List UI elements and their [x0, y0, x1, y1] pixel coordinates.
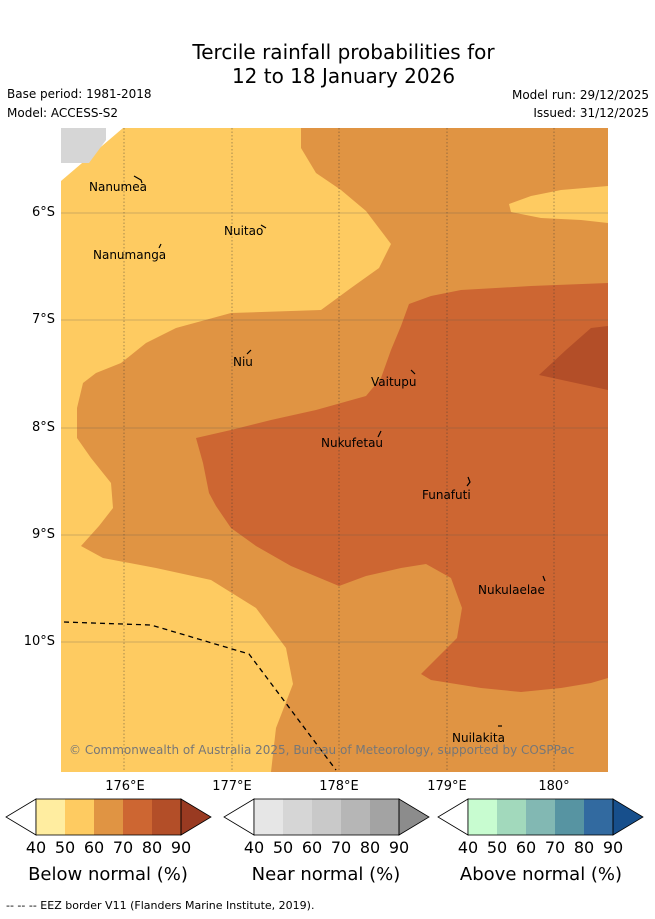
- near-swatch-40-50: [254, 799, 283, 835]
- eez-line-sample: -- --: [6, 899, 26, 912]
- near-tick-40: 40: [244, 838, 264, 857]
- lon-label-179e: 179°E: [427, 779, 467, 794]
- above-swatch-60-70: [526, 799, 555, 835]
- lat-label-10s: 10°S: [23, 634, 55, 649]
- lat-label-6s: 6°S: [31, 205, 55, 220]
- island-nukulaelae: [542, 575, 546, 582]
- below-tick-80: 80: [142, 838, 162, 857]
- near-normal-label: Near normal (%): [252, 864, 401, 885]
- below-80-90-region: [539, 326, 608, 390]
- above-normal-label: Above normal (%): [460, 864, 622, 885]
- base-period: Base period: 1981-2018: [7, 87, 152, 101]
- below-swatch-40-50: [36, 799, 65, 835]
- above-tick-50: 50: [487, 838, 507, 857]
- above-min-triangle: [437, 798, 469, 836]
- near-normal-corner: [61, 128, 106, 163]
- below-min-triangle: [5, 798, 37, 836]
- place-nanumanga: Nanumanga: [93, 248, 166, 262]
- lon-label-180: 180°: [538, 779, 570, 794]
- near-tick-60: 60: [302, 838, 322, 857]
- latitude-lines: [61, 212, 608, 643]
- legend-below-normal: 40 50 60 70 80 90 Below normal (%): [5, 798, 212, 885]
- above-tick-80: 80: [574, 838, 594, 857]
- near-tick-50: 50: [273, 838, 293, 857]
- title-line-1: Tercile rainfall probabilities for: [192, 40, 495, 64]
- model-name: Model: ACCESS-S2: [7, 106, 119, 120]
- legend-near-normal: 40 50 60 70 80 90 Near normal (%): [223, 798, 430, 885]
- lat-label-7s: 7°S: [31, 312, 55, 327]
- place-niu: Niu: [233, 355, 253, 369]
- near-swatch-60-70: [312, 799, 341, 835]
- place-vaitupu: Vaitupu: [371, 375, 417, 389]
- below-50-60-patch: [509, 186, 608, 223]
- model-run: Model run: 29/12/2025: [511, 88, 649, 102]
- legend-colorbars: 40 50 60 70 80 90 Below normal (%) 40 50…: [5, 798, 644, 885]
- below-swatch-60-70: [94, 799, 123, 835]
- above-swatch-50-60: [497, 799, 526, 835]
- place-funafuti: Funafuti: [422, 488, 471, 502]
- legend-above-normal: 40 50 60 70 80 90 Above normal (%): [437, 798, 644, 885]
- near-swatch-50-60: [283, 799, 312, 835]
- probability-map: Nanumea Nuitao Nanumanga Niu Vaitupu Nuk…: [61, 128, 608, 772]
- place-nuitao: Nuitao: [224, 224, 263, 238]
- near-tick-90: 90: [389, 838, 409, 857]
- below-swatch-50-60: [65, 799, 94, 835]
- near-tick-70: 70: [331, 838, 351, 857]
- below-swatch-70-80: [123, 799, 152, 835]
- island-nanumea: [133, 175, 143, 184]
- near-swatch-70-80: [341, 799, 370, 835]
- graticule: [123, 128, 555, 772]
- near-min-triangle: [223, 798, 255, 836]
- above-tick-70: 70: [545, 838, 565, 857]
- lon-label-176e: 176°E: [105, 779, 145, 794]
- island-nukufetau: [377, 430, 382, 438]
- title-line-2: 12 to 18 January 2026: [231, 64, 456, 88]
- eez-footnote: -- -- -- EEZ border V11 (Flanders Marine…: [6, 899, 314, 912]
- below-tick-70: 70: [113, 838, 133, 857]
- below-tick-60: 60: [84, 838, 104, 857]
- below-70-80-region: [196, 283, 608, 692]
- below-max-triangle: [180, 798, 212, 836]
- island-niu: [246, 349, 252, 355]
- below-tick-50: 50: [55, 838, 75, 857]
- near-tick-80: 80: [360, 838, 380, 857]
- eez-border: [63, 621, 337, 771]
- near-max-triangle: [398, 798, 430, 836]
- lon-label-178e: 178°E: [319, 779, 359, 794]
- above-tick-40: 40: [458, 838, 478, 857]
- copyright-notice: © Commonwealth of Australia 2025, Bureau…: [69, 743, 574, 757]
- below-tick-40: 40: [26, 838, 46, 857]
- place-nukulaelae: Nukulaelae: [478, 583, 545, 597]
- island-outlines: [133, 175, 546, 727]
- above-tick-60: 60: [516, 838, 536, 857]
- near-swatch-80-90: [370, 799, 399, 835]
- island-nanumanga: [158, 243, 162, 249]
- map-title: Tercile rainfall probabilities for 12 to…: [0, 40, 655, 88]
- issued-date: Issued: 31/12/2025: [533, 106, 649, 120]
- place-nuilakita: Nuilakita: [452, 731, 505, 745]
- place-nanumea: Nanumea: [89, 180, 147, 194]
- lon-label-177e: 177°E: [212, 779, 252, 794]
- below-tick-90: 90: [171, 838, 191, 857]
- above-max-triangle: [612, 798, 644, 836]
- island-nuitao: [260, 224, 267, 229]
- place-nukufetau: Nukufetau: [321, 436, 383, 450]
- island-vaitupu: [410, 369, 416, 375]
- below-swatch-80-90: [152, 799, 181, 835]
- above-swatch-70-80: [555, 799, 584, 835]
- above-swatch-40-50: [468, 799, 497, 835]
- above-swatch-80-90: [584, 799, 613, 835]
- below-normal-label: Below normal (%): [28, 864, 188, 885]
- lat-label-8s: 8°S: [31, 420, 55, 435]
- above-tick-90: 90: [603, 838, 623, 857]
- island-funafuti: [466, 476, 471, 487]
- eez-note-text: -- EEZ border V11 (Flanders Marine Insti…: [28, 899, 315, 912]
- lat-label-9s: 9°S: [31, 527, 55, 542]
